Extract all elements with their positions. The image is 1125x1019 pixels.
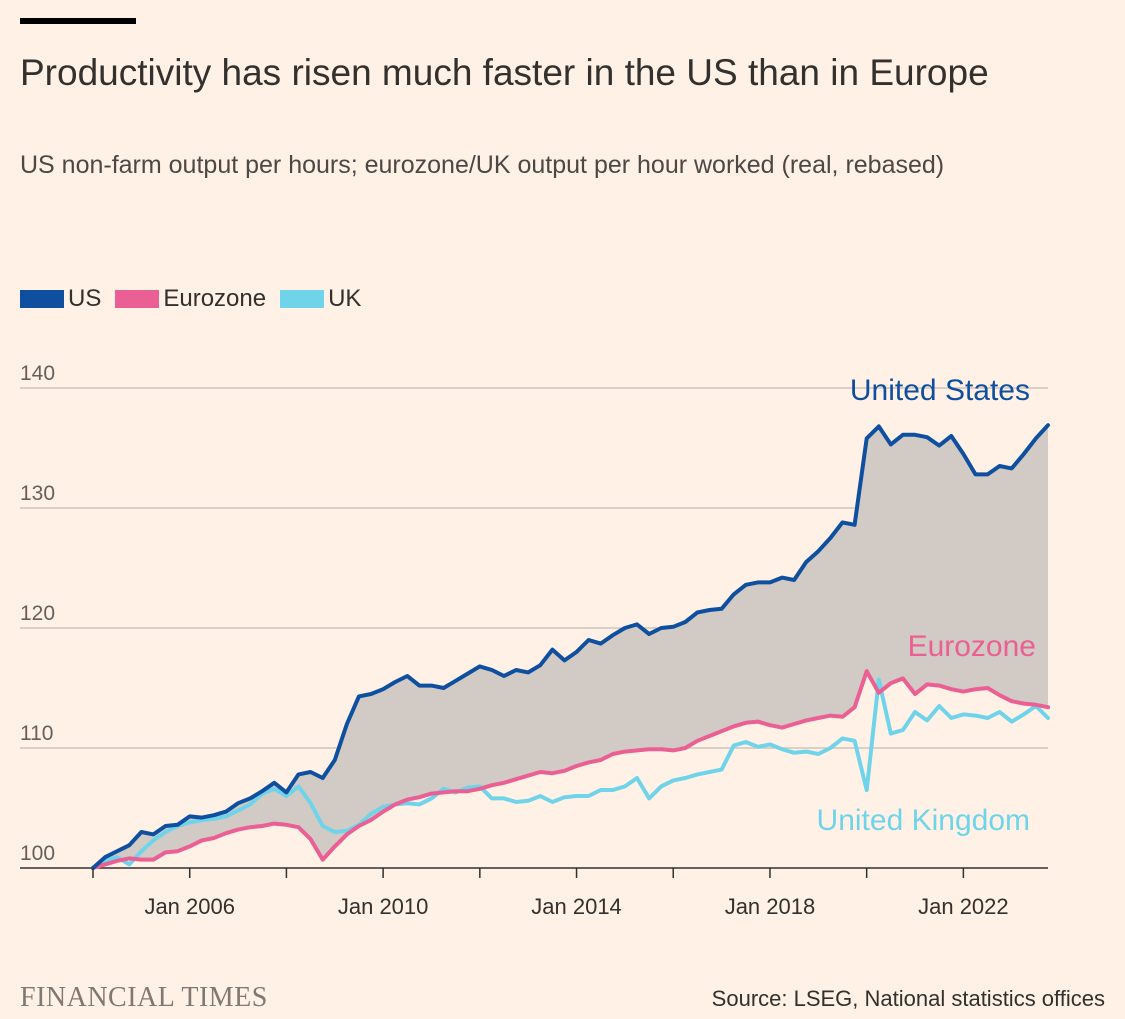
annotation-eurozone: Eurozone [908,630,1036,663]
legend-item-uk: UK [280,285,361,313]
x-tick-label-2010: Jan 2010 [338,894,429,919]
series-line-uk [91,677,1050,870]
ft-logo: FINANCIAL TIMES [20,982,268,1013]
legend-item-us: US [20,285,101,313]
x-tick-label-2006: Jan 2006 [144,894,235,919]
legend-item-eurozone: Eurozone [115,285,266,313]
legend-label-us: US [68,285,102,312]
x-tick-label-2018: Jan 2018 [725,894,816,919]
legend-swatch-uk [280,290,325,308]
shaded-area-gap [93,425,1048,868]
series-line-eurozone [91,669,1050,870]
y-tick-label-110: 110 [20,722,53,745]
legend: US Eurozone UK [20,284,375,314]
y-tick-label-100: 100 [20,842,55,865]
annotation-uk: United Kingdom [817,804,1030,837]
y-tick-label-140: 140 [20,362,55,385]
y-tick-label-130: 130 [20,482,55,505]
line-chart: 100 110 120 130 140 Jan 2006 Jan 2010 Jan 2014 J… [20,362,1050,919]
annotation-us: United States [850,374,1030,407]
chart-title: Productivity has risen much faster in th… [20,52,989,93]
chart-subtitle: US non-farm output per hours; eurozone/U… [20,151,945,179]
legend-label-eurozone: Eurozone [163,285,267,312]
series-line-us [91,423,1050,870]
legend-swatch-eurozone [115,290,160,308]
legend-swatch-us [20,290,64,308]
x-tick-label-2022: Jan 2022 [918,894,1009,919]
x-tick-label-2014: Jan 2014 [531,894,622,919]
legend-label-uk: UK [328,285,362,312]
header-rule [20,18,136,24]
source-note: Source: LSEG, National statistics office… [711,986,1105,1011]
y-tick-label-120: 120 [20,602,55,625]
